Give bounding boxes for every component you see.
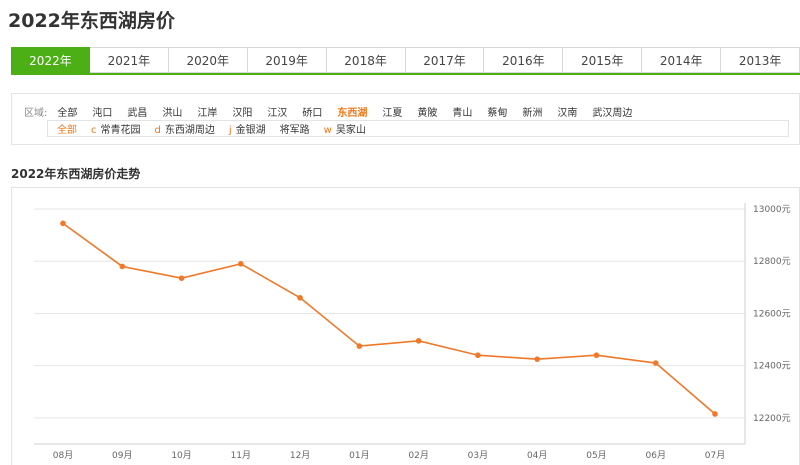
data-point [238,261,244,267]
sub-area-label: 常青花园 [100,125,141,136]
sub-area-item-5[interactable]: w 吴家山 [324,121,366,136]
x-tick-label: 06月 [646,450,666,461]
line-chart-svg: 12200元 12400元 12600元 12800元 13000元 08月 09月 10月 1… [34,203,791,461]
sub-area-letter: c [91,125,97,136]
year-tab-0[interactable]: 2022年 [11,47,90,73]
year-tab-3[interactable]: 2019年 [247,47,327,73]
data-point [712,411,718,417]
sub-area-letter: d [154,125,161,136]
district-row: 区域: 全部 沌口 武昌 洪山 江岸 汉阳 江汉 硚口 东西湖 江夏 黄陂 青山 蔡甸 新洲 汉南 武汉周边 [24,104,647,119]
sub-area-label: 金银湖 [235,125,266,136]
y-tick-label: 12400元 [753,362,791,372]
y-tick-label: 13000元 [753,205,791,215]
y-tick-label: 12600元 [753,309,791,319]
x-tick-label: 11月 [231,450,251,461]
data-point [593,352,600,359]
district-item-11[interactable]: 青山 [452,108,473,119]
data-point [178,275,185,281]
district-item-5[interactable]: 汉阳 [232,108,253,119]
data-point [297,294,303,301]
district-item-10[interactable]: 黄陂 [417,108,438,119]
sub-area-label: 吴家山 [335,125,366,136]
x-tick-label: 02月 [408,450,428,461]
data-point [652,360,659,366]
sub-area-item-4[interactable]: 将军路 [280,121,310,136]
data-point [119,263,126,270]
sub-area-item-3[interactable]: j 金银湖 [229,121,266,136]
district-item-8[interactable]: 东西湖 [337,108,368,119]
x-tick-label: 07月 [705,450,725,461]
x-tick-label: 04月 [527,450,547,461]
sub-area-label: 东西湖周边 [164,125,215,136]
year-tab-5[interactable]: 2017年 [405,47,485,73]
district-item-0[interactable]: 全部 [57,108,78,119]
year-tab-6[interactable]: 2016年 [484,47,564,73]
district-item-13[interactable]: 新洲 [522,108,543,119]
data-point [475,352,481,359]
y-tick-label: 12200元 [753,414,791,424]
page-title: 2022年东西湖房价 [8,10,175,32]
data-point [60,220,66,227]
year-tab-8[interactable]: 2014年 [642,47,722,73]
sub-area-item-1[interactable]: c 常青花园 [91,121,141,136]
data-point [415,338,422,344]
data-point [534,356,540,362]
year-tab-4[interactable]: 2018年 [326,47,406,73]
x-tick-label: 10月 [171,450,191,461]
x-tick-label: 09月 [112,450,132,461]
district-item-4[interactable]: 江岸 [197,108,218,119]
year-tab-1[interactable]: 2021年 [89,47,169,73]
y-tick-label: 12800元 [753,257,791,267]
price-trend-chart: 12200元 12400元 12600元 12800元 13000元 08月 09月 10月 1… [11,187,800,465]
x-tick-label: 08月 [53,450,73,461]
series-line [62,222,716,415]
year-tab-2[interactable]: 2020年 [168,47,248,73]
year-tabs: 2022年 2021年 2020年 2019年 2018年 2017年 2016年 2015年… [11,47,800,75]
x-tick-label: 01月 [349,450,369,461]
district-item-3[interactable]: 洪山 [162,108,183,119]
district-item-2[interactable]: 武昌 [127,108,148,119]
filter-panel: 区域: 全部 沌口 武昌 洪山 江岸 汉阳 江汉 硚口 东西湖 江夏 黄陂 青山 蔡甸 新洲 汉南 武汉周边 … [11,93,800,145]
chart-title: 2022年东西湖房价走势 [11,167,141,181]
sub-area-label: 将军路 [279,125,310,136]
district-item-7[interactable]: 硚口 [302,108,323,119]
year-tab-7[interactable]: 2015年 [563,47,643,73]
sub-area-item-0[interactable]: 全部 [57,121,77,136]
sub-area-letter: w [323,125,332,136]
district-item-12[interactable]: 蔡甸 [487,108,508,119]
x-tick-label: 05月 [586,450,606,461]
region-label: 区域: [24,108,48,119]
district-item-1[interactable]: 沌口 [92,108,113,119]
year-tab-9[interactable]: 2013年 [721,47,800,73]
sub-area-item-2[interactable]: d 东西湖周边 [155,121,215,136]
sub-area-label: 全部 [57,125,77,136]
data-point [356,343,363,349]
x-tick-label: 03月 [468,450,488,461]
sub-area-row: 全部 c 常青花园 d 东西湖周边 j 金银湖 将军路 w 吴家山 [47,120,789,137]
district-item-15[interactable]: 武汉周边 [592,108,633,119]
district-item-14[interactable]: 汉南 [557,108,578,119]
district-item-6[interactable]: 江汉 [267,108,288,119]
x-tick-label: 12月 [290,450,310,461]
district-item-9[interactable]: 江夏 [382,108,403,119]
sub-area-letter: j [228,125,232,136]
